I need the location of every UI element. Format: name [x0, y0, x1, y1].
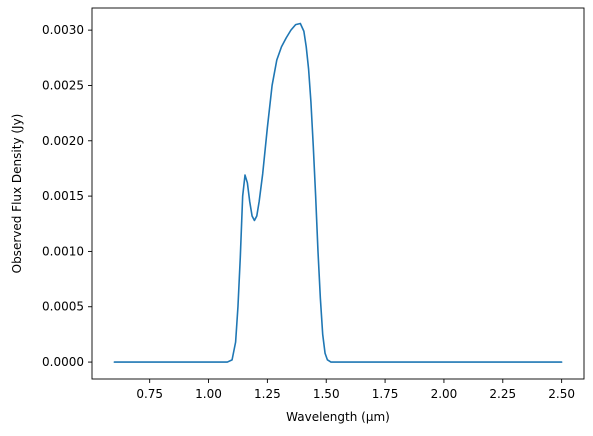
plot-area	[113, 22, 563, 363]
y-tick-label: 0.0020	[42, 134, 84, 148]
x-tick-label: 1.75	[372, 387, 399, 401]
y-tick-label: 0.0025	[42, 78, 84, 92]
x-axis-ticks: 0.75 1.00 1.25 1.50 1.75 2.00 2.25 2.50	[136, 379, 575, 401]
y-tick-label: 0.0015	[42, 189, 84, 203]
y-tick-label: 0.0005	[42, 300, 84, 314]
y-tick-label: 0.0000	[42, 355, 84, 369]
x-tick-label: 2.50	[548, 387, 575, 401]
x-axis-label: Wavelength (μm)	[286, 410, 390, 424]
x-tick-label: 1.00	[195, 387, 222, 401]
series-line	[113, 22, 563, 363]
x-tick-label: 2.25	[489, 387, 516, 401]
x-tick-label: 1.50	[313, 387, 340, 401]
x-tick-label: 2.00	[431, 387, 458, 401]
y-tick-label: 0.0010	[42, 244, 84, 258]
y-axis-label: Observed Flux Density (Jy)	[10, 114, 24, 274]
axes-frame	[91, 7, 585, 380]
y-tick-label: 0.0030	[42, 23, 84, 37]
x-tick-label: 1.25	[254, 387, 281, 401]
y-axis-ticks: 0.0000 0.0005 0.0010 0.0015 0.0020 0.0025 0.00…	[42, 23, 92, 369]
x-tick-label: 0.75	[136, 387, 163, 401]
